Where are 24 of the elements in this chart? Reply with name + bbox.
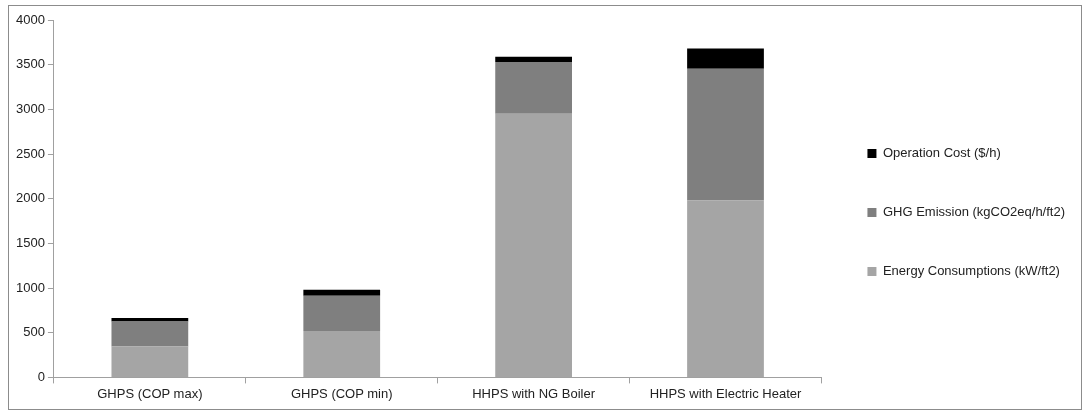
legend-label: Energy Consumptions (kW/ft2): [882, 263, 1060, 279]
bar: [111, 321, 189, 347]
x-tick-label: GHPS (COP max): [97, 385, 203, 401]
y-tick-label: 2000: [16, 190, 45, 206]
x-tick-label: HHPS with Electric Heater: [649, 385, 803, 401]
y-tick-label: 1500: [16, 234, 45, 250]
y-tick-label: 4000: [16, 11, 45, 27]
y-tick-label: 3000: [16, 100, 45, 116]
bar: [303, 289, 381, 296]
y-tick-label: 2500: [16, 145, 45, 161]
x-tick-label: GHPS (COP min): [290, 385, 393, 401]
bar: [111, 317, 189, 322]
legend-label: GHG Emission (kgCO2eq/h/ft2): [882, 204, 1066, 220]
bar: [495, 56, 572, 62]
legend-label: Operation Cost ($/h): [882, 145, 1001, 161]
bar: [687, 48, 764, 69]
x-tick-label: HHPS with NG Boiler: [472, 385, 596, 401]
bar: [495, 62, 572, 114]
bar: [303, 295, 381, 331]
bar: [687, 68, 764, 201]
y-tick-label: 1000: [16, 279, 45, 295]
y-tick-label: 0: [37, 368, 45, 384]
y-tick-label: 3500: [16, 56, 45, 72]
y-tick-label: 500: [23, 324, 45, 340]
